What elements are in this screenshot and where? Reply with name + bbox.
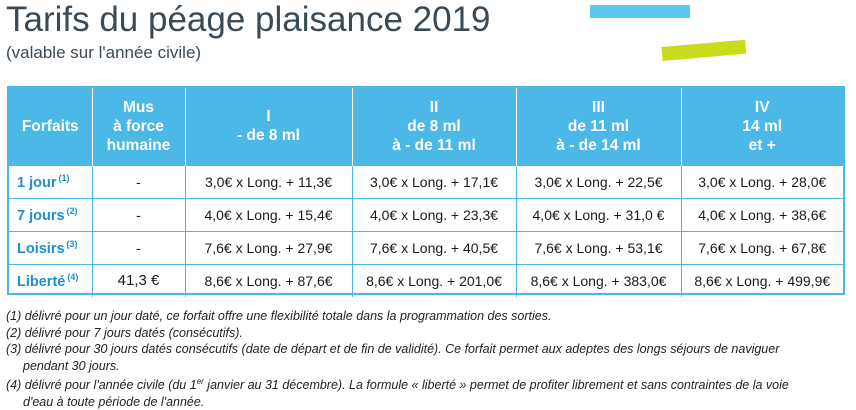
- table-row: 7 jours (2) -4,0€ x Long. + 15,4€ 4,0€ x Lo…: [9, 197, 843, 231]
- header-line: de 8 ml: [407, 117, 461, 135]
- header-line: II: [429, 98, 439, 116]
- mus-price-cell: -: [91, 164, 185, 198]
- price-cell: 4,0€ x Long. + 23,3€: [351, 197, 516, 231]
- price-cell: 8,6€ x Long. + 87,6€: [184, 263, 352, 297]
- price-cell: 4,0€ x Long. + 38,6€: [680, 197, 843, 231]
- forfait-label: Liberté (4): [9, 263, 92, 297]
- header-line: IV: [754, 98, 770, 116]
- price-cell: 8,6€ x Long. + 499,9€: [680, 263, 843, 297]
- footnote-4: (4) délivré pour l'année civile (du 1er …: [6, 377, 789, 393]
- footnote-1: (1) délivré pour un jour daté, ce forfai…: [6, 309, 552, 323]
- price-cell: 7,6€ x Long. + 40,5€: [351, 230, 516, 264]
- mus-price-cell: -: [91, 230, 185, 264]
- header-line: à force: [113, 117, 164, 135]
- forfait-label: 1 jour (1): [9, 164, 92, 198]
- mus-price-cell: 41,3 €: [91, 263, 185, 297]
- footnote-3: (3) délivré pour 30 jours datés consécut…: [6, 342, 780, 356]
- header-cell: Mus à force humaine: [91, 88, 185, 165]
- footnote-4-continued: d'eau à toute période de l'année.: [23, 394, 205, 409]
- price-cell: 8,6€ x Long. + 201,0€: [351, 263, 516, 297]
- price-cell: 7,6€ x Long. + 67,8€: [680, 230, 843, 264]
- header-line: et +: [748, 136, 776, 154]
- price-cell: 3,0€ x Long. + 11,3€: [184, 164, 352, 198]
- table-row: 1 jour (1) -3,0€ x Long. + 11,3€ 3,0€ x Lon…: [9, 164, 843, 198]
- header-line: 14 ml: [742, 117, 783, 135]
- header-line: I: [266, 108, 271, 126]
- mus-price-cell: -: [91, 197, 185, 231]
- header-cell: III de 11 ml à - de 14 ml: [515, 88, 681, 165]
- header-line: à - de 14 ml: [556, 136, 641, 154]
- page-subtitle: (valable sur l'année civile): [6, 43, 202, 62]
- price-cell: 7,6€ x Long. + 27,9€: [184, 230, 352, 264]
- price-cell: 7,6€ x Long. + 53,1€: [515, 230, 681, 264]
- header-line: humaine: [106, 136, 171, 154]
- header-cell: II de 8 ml à - de 11 ml: [351, 88, 516, 165]
- header-line: - de 8 ml: [237, 127, 300, 145]
- footnotes: (1) délivré pour un jour daté, ce forfai…: [6, 308, 789, 410]
- decorative-green-bar: [661, 39, 747, 61]
- header-cell: I- de 8 ml: [184, 88, 352, 165]
- header-line: III: [592, 98, 605, 116]
- header-line: à - de 11 ml: [392, 136, 476, 154]
- page-title: Tarifs du péage plaisance 2019: [6, 0, 491, 39]
- table-row: Loisirs (3) -7,6€ x Long. + 27,9€ 7,6€ x Lo…: [9, 230, 843, 264]
- price-cell: 3,0€ x Long. + 22,5€: [515, 164, 681, 198]
- decorative-blue-bar: [590, 5, 690, 18]
- header-cell: IV 14 ml et +: [680, 88, 843, 165]
- forfait-label: Loisirs (3): [9, 230, 92, 264]
- table-header-row: Forfaits Mus à force humaine I - de 8 ml II de …: [9, 88, 843, 165]
- price-cell: 8,6€ x Long. + 383,0€: [515, 263, 681, 297]
- header-line: Forfaits: [21, 117, 79, 135]
- tariff-table: Forfaits Mus à force humaine I - de 8 ml II de …: [7, 86, 845, 297]
- footnote-3-continued: pendant 30 jours.: [23, 358, 120, 373]
- price-cell: 3,0€ x Long. + 28,0€: [680, 164, 843, 198]
- table-row: Liberté (4) 41,3 €8,6€ x Long. + 87,6€ 8,6€…: [9, 263, 843, 297]
- price-cell: 3,0€ x Long. + 17,1€: [351, 164, 516, 198]
- header-cell: Forfaits: [9, 88, 92, 165]
- price-cell: 4,0€ x Long. + 15,4€: [184, 197, 352, 231]
- header-line: de 11 ml: [567, 117, 630, 135]
- header-line: Mus: [123, 98, 154, 116]
- footnote-2: (2) délivré pour 7 jours datés (consécut…: [6, 325, 243, 340]
- price-cell: 4,0€ x Long. + 31,0 €: [515, 197, 681, 231]
- forfait-label: 7 jours (2): [9, 197, 92, 231]
